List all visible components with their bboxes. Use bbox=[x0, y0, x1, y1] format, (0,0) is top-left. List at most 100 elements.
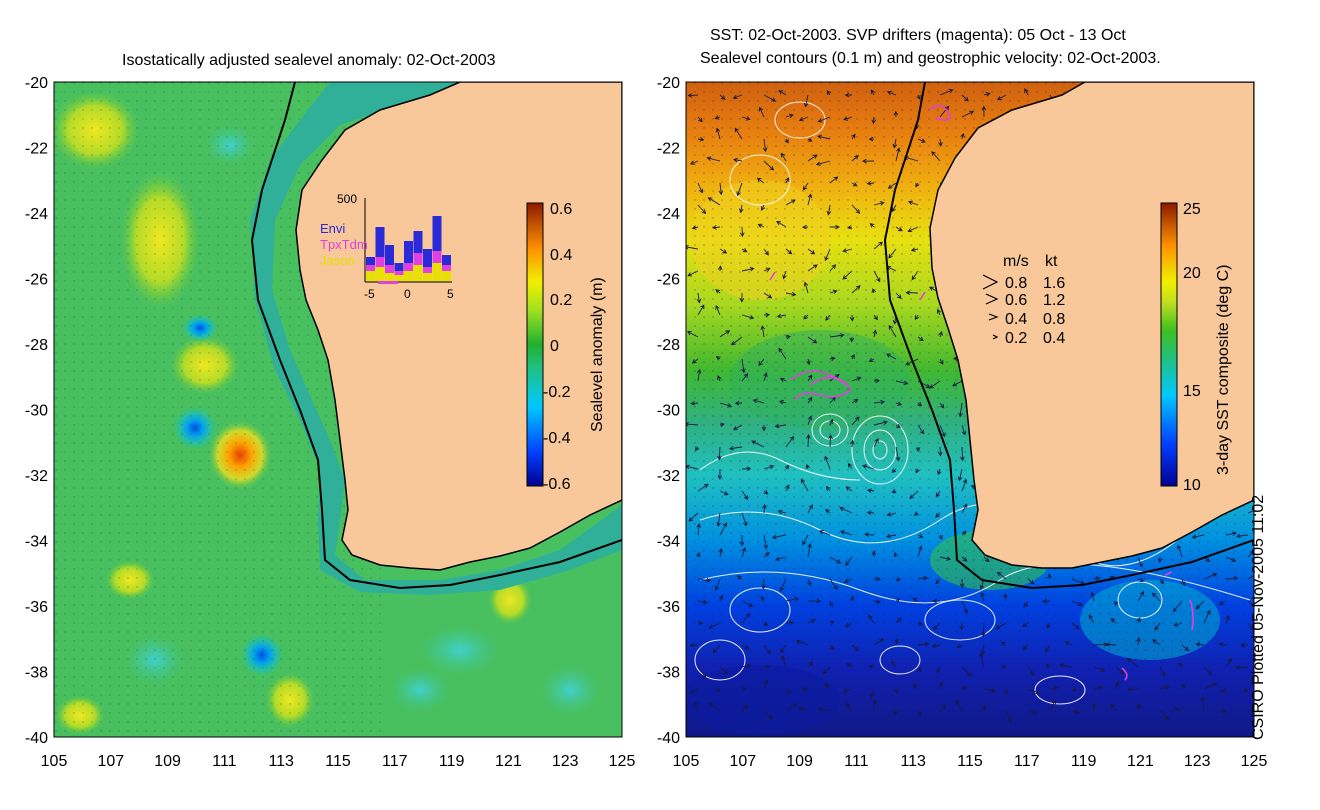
velocity-arrow bbox=[873, 599, 882, 604]
velocity-arrow bbox=[845, 556, 853, 567]
velocity-arrow bbox=[961, 530, 967, 536]
velocity-arrow bbox=[1000, 641, 1007, 647]
velocity-arrow bbox=[909, 490, 919, 499]
velocity-arrow bbox=[715, 356, 721, 361]
velocity-arrow bbox=[815, 160, 831, 166]
velocity-arrow bbox=[689, 688, 699, 694]
cbar-tick: 0.2 bbox=[550, 292, 572, 309]
left-y-tick-label: -30 bbox=[25, 403, 48, 420]
cbar-tick: -0.2 bbox=[543, 384, 571, 401]
velocity-arrow bbox=[868, 136, 875, 142]
velocity-arrow bbox=[805, 463, 810, 470]
velocity-arrow bbox=[763, 464, 775, 470]
velocity-arrow bbox=[939, 704, 946, 712]
velocity-arrow bbox=[717, 468, 723, 480]
left-y-tick-label: -32 bbox=[25, 468, 48, 485]
velocity-arrow bbox=[828, 434, 833, 448]
velocity-arrow bbox=[917, 621, 924, 626]
velocity-arrow bbox=[1137, 590, 1144, 602]
right-y-tick-label: -34 bbox=[657, 534, 680, 551]
velocity-arrow bbox=[851, 644, 859, 652]
velocity-arrow bbox=[780, 654, 787, 668]
velocity-arrow bbox=[785, 484, 790, 492]
left-x-tick-label: 111 bbox=[212, 753, 236, 770]
left-map-frame bbox=[53, 81, 623, 738]
velocity-arrow bbox=[757, 223, 765, 228]
velocity-arrow bbox=[697, 182, 704, 194]
velocity-arrow bbox=[917, 575, 929, 581]
velocity-arrow bbox=[1027, 666, 1035, 676]
velocity-arrow bbox=[763, 312, 771, 318]
velocity-arrow bbox=[1220, 688, 1227, 694]
right-map-title-line2: Sealevel contours (0.1 m) and geostrophi… bbox=[700, 50, 1161, 67]
velocity-arrow bbox=[873, 201, 885, 206]
velocity-arrow bbox=[758, 106, 765, 118]
velocity-arrow bbox=[734, 400, 743, 406]
velocity-arrow bbox=[915, 182, 920, 188]
velocity-arrow bbox=[895, 292, 902, 299]
cbar-tick: 0.4 bbox=[550, 247, 572, 264]
velocity-arrow bbox=[961, 600, 968, 615]
velocity-arrow bbox=[887, 182, 897, 189]
velocity-arrow bbox=[801, 686, 809, 692]
velocity-arrow bbox=[843, 578, 853, 583]
velocity-arrow bbox=[697, 599, 708, 605]
velocity-arrow bbox=[719, 422, 725, 428]
velocity-arrow bbox=[939, 424, 946, 438]
velocity-arrow bbox=[866, 181, 875, 186]
velocity-arrow bbox=[1159, 666, 1166, 677]
velocity-arrow bbox=[741, 600, 754, 607]
velocity-arrow bbox=[736, 575, 743, 580]
velocity-arrow bbox=[913, 511, 919, 516]
velocity-arrow bbox=[931, 151, 941, 162]
left-y-tick-label: -38 bbox=[25, 665, 48, 682]
velocity-arrow bbox=[1151, 592, 1161, 602]
right-colorbar-label: 3-day SST composite (deg C) bbox=[1215, 265, 1232, 475]
velocity-arrow bbox=[763, 534, 769, 550]
velocity-arrow bbox=[736, 182, 743, 197]
velocity-arrow bbox=[850, 354, 855, 360]
vel-legend-ms: 0.4 bbox=[1005, 311, 1027, 328]
velocity-arrow bbox=[844, 92, 853, 98]
velocity-arrow bbox=[1203, 666, 1213, 676]
inset-bar-segment bbox=[366, 271, 375, 281]
velocity-arrow bbox=[719, 94, 726, 100]
velocity-arrow bbox=[1049, 699, 1056, 712]
velocity-arrow bbox=[779, 644, 787, 654]
velocity-arrow bbox=[1247, 508, 1254, 514]
velocity-arrow bbox=[912, 597, 919, 602]
left-x-tick-label: 115 bbox=[325, 753, 351, 770]
velocity-arrow bbox=[871, 116, 877, 125]
velocity-arrow bbox=[785, 688, 791, 695]
velocity-arrow bbox=[741, 466, 752, 472]
inset-bar-segment bbox=[432, 216, 442, 251]
velocity-arrow bbox=[851, 416, 860, 426]
velocity-arrow bbox=[697, 116, 703, 123]
velocity-arrow bbox=[785, 291, 797, 297]
velocity-arrow bbox=[691, 358, 699, 364]
velocity-arrow bbox=[1136, 617, 1141, 624]
velocity-arrow bbox=[733, 424, 743, 431]
velocity-arrow bbox=[697, 666, 707, 679]
velocity-arrow bbox=[917, 545, 923, 558]
velocity-arrow bbox=[719, 666, 728, 675]
velocity-arrow bbox=[829, 356, 836, 362]
velocity-arrow bbox=[739, 204, 744, 214]
velocity-arrow bbox=[763, 552, 770, 558]
velocity-arrow bbox=[851, 204, 861, 214]
axis-labels: 105 107 109 111 113 115 117 119 121 123 125-20-22-… bbox=[25, 75, 1268, 770]
velocity-arrow bbox=[717, 446, 722, 461]
velocity-arrow bbox=[961, 666, 973, 678]
velocity-arrow bbox=[1203, 682, 1218, 690]
inset-bar-segment bbox=[413, 265, 423, 281]
velocity-arrow bbox=[1225, 614, 1230, 624]
left-map-title: Isostatically adjusted sealevel anomaly:… bbox=[122, 52, 496, 69]
velocity-arrow bbox=[1203, 572, 1218, 580]
inset-legend-envi: Envi bbox=[320, 221, 345, 236]
velocity-arrow bbox=[873, 241, 884, 250]
velocity-arrow bbox=[895, 617, 902, 624]
velocity-arrow bbox=[715, 289, 721, 294]
velocity-arrow bbox=[1159, 710, 1170, 720]
inset-ymax-label: 500 bbox=[337, 192, 357, 206]
velocity-arrow bbox=[829, 289, 838, 295]
